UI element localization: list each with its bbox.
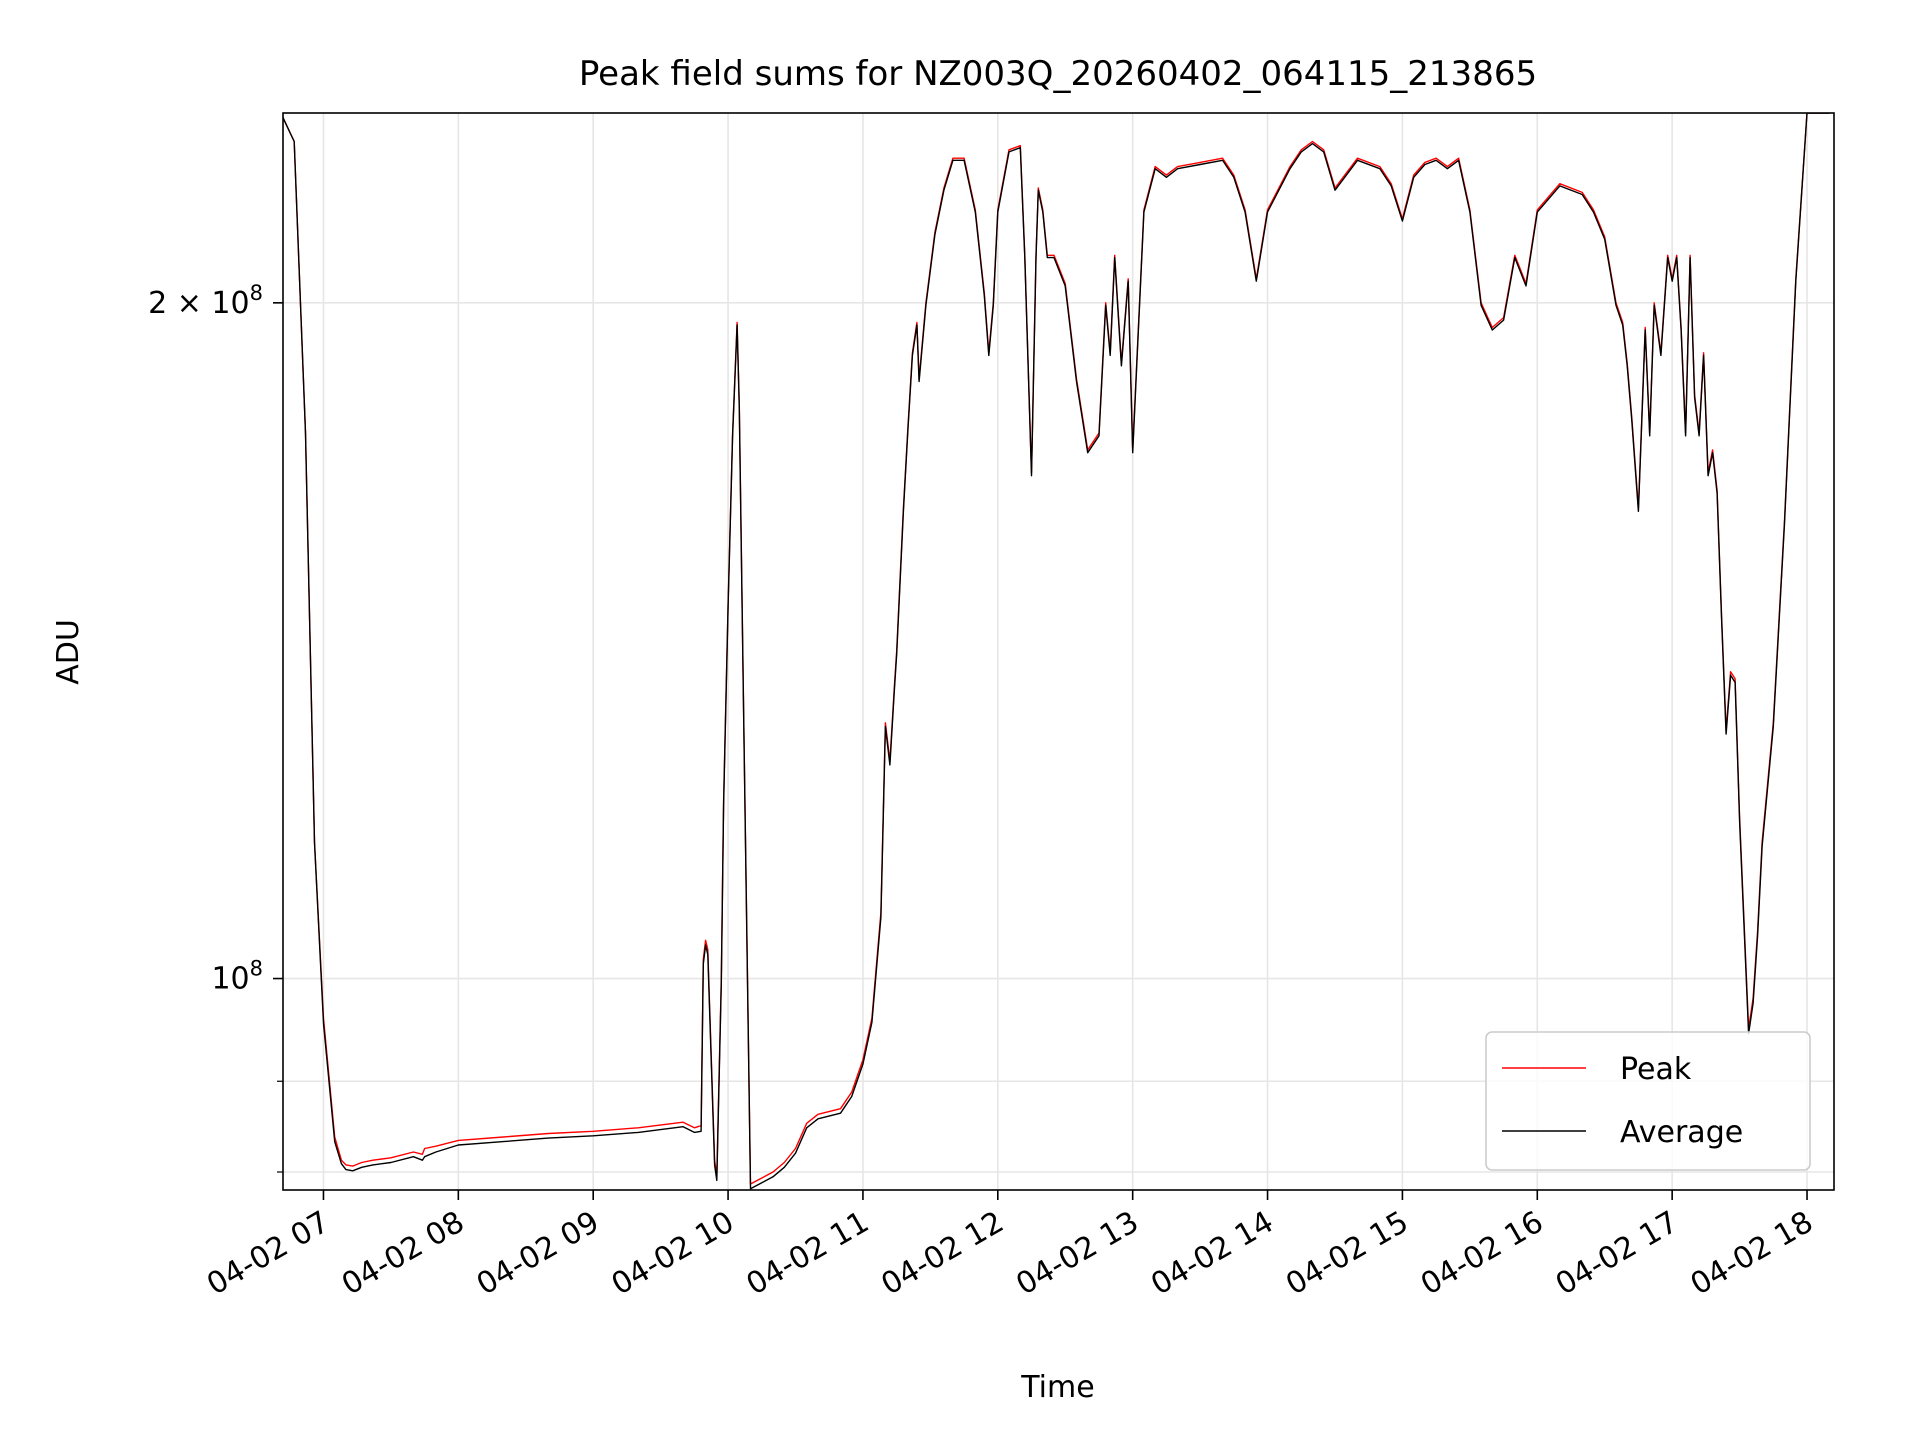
grid bbox=[283, 113, 1834, 1190]
x-tick-label: 04-02 15 bbox=[1280, 1205, 1414, 1303]
legend: Peak Average bbox=[1485, 1031, 1811, 1171]
x-axis: 04-02 07 04-02 08 04-02 09 04-02 10 04-02 11… bbox=[201, 1190, 1819, 1302]
x-axis-label: Time bbox=[1020, 1370, 1094, 1405]
x-tick-label: 04-02 18 bbox=[1685, 1205, 1819, 1303]
y-axis: 108 2 × 108 bbox=[148, 281, 283, 1173]
legend-box bbox=[1485, 1031, 1811, 1171]
x-tick-label: 04-02 07 bbox=[201, 1205, 335, 1303]
x-tick-label: 04-02 10 bbox=[606, 1205, 740, 1303]
x-tick-label: 04-02 13 bbox=[1010, 1205, 1144, 1303]
chart-title: Peak field sums for NZ003Q_20260402_0641… bbox=[579, 54, 1537, 94]
x-tick-label: 04-02 11 bbox=[741, 1205, 875, 1303]
plot-frame bbox=[282, 112, 1835, 1191]
series-line-average bbox=[283, 113, 1830, 1190]
y-tick-label: 108 bbox=[211, 957, 263, 997]
x-tick-label: 04-02 14 bbox=[1145, 1205, 1279, 1303]
x-tick-label: 04-02 12 bbox=[875, 1205, 1009, 1303]
x-tick-label: 04-02 16 bbox=[1415, 1205, 1549, 1303]
y-tick-label: 2 × 108 bbox=[148, 281, 263, 321]
series-line-peak bbox=[283, 113, 1830, 1185]
series-lines bbox=[283, 113, 1830, 1190]
legend-label-average: Average bbox=[1620, 1115, 1743, 1150]
legend-label-peak: Peak bbox=[1620, 1052, 1692, 1087]
x-tick-label: 04-02 08 bbox=[336, 1205, 470, 1303]
x-tick-label: 04-02 09 bbox=[471, 1205, 605, 1303]
y-axis-label: ADU bbox=[51, 619, 86, 685]
x-tick-label: 04-02 17 bbox=[1550, 1205, 1684, 1303]
